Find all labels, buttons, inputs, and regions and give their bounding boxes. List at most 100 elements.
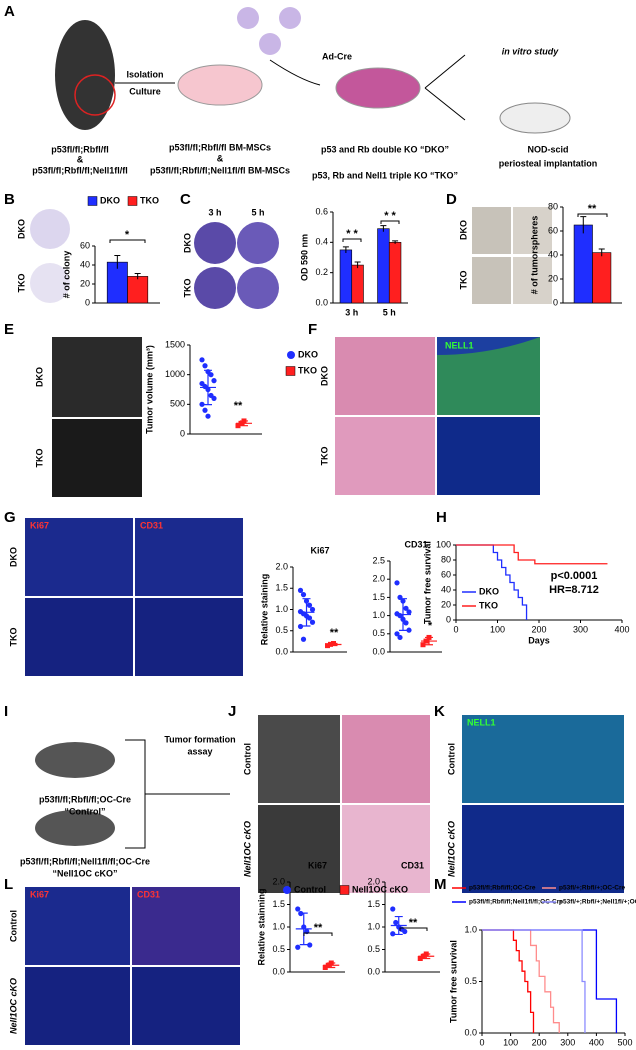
label: Control	[446, 743, 456, 775]
bar	[592, 252, 612, 304]
annotation: HR=8.712	[549, 584, 599, 596]
he-image	[342, 805, 430, 893]
annotation: **	[234, 400, 243, 412]
legend-label: DKO	[100, 195, 120, 205]
label: “Control”	[65, 806, 106, 816]
x-tick-label: 0	[453, 624, 458, 634]
he-image	[342, 715, 430, 803]
y-tick-label: 60	[80, 240, 90, 250]
point	[307, 942, 313, 948]
annotation: * *	[384, 210, 396, 222]
y-tick-label: 0	[85, 297, 90, 307]
y-tick-label: 20	[548, 273, 558, 283]
bar	[127, 276, 149, 304]
bar	[339, 249, 353, 304]
y-tick-label: 0.0	[272, 966, 285, 976]
if-image	[135, 518, 243, 596]
chart-title: CD31	[401, 860, 424, 870]
mean-sd	[298, 598, 315, 627]
survival-line	[456, 544, 528, 620]
point	[325, 643, 330, 649]
legend-swatch	[283, 886, 291, 894]
point	[403, 605, 409, 611]
survival-line	[482, 929, 586, 1033]
label: Nell1OC cKO	[242, 821, 252, 877]
label: M	[434, 876, 447, 893]
survival-line	[482, 929, 535, 1033]
y-tick-label: 1.5	[275, 583, 288, 593]
label: p53fl/fl;Rbfl/fl;Nell1fl/fl	[32, 165, 128, 175]
y-tick-label: 0.5	[272, 944, 285, 954]
legend-label: Nell1OC cKO	[352, 884, 408, 894]
point	[394, 631, 400, 637]
error-bar	[134, 273, 141, 280]
x-tick-label: 5 h	[383, 307, 396, 317]
label: D	[446, 191, 457, 208]
mean-sd	[421, 636, 437, 646]
sphere-image	[472, 257, 511, 304]
sig-bracket	[399, 927, 428, 931]
y-tick-label: 0.0	[275, 646, 288, 656]
label: p53fl/fl;Rbfl/fl BM-MSCs	[169, 142, 271, 152]
if-image	[25, 887, 130, 965]
point	[306, 615, 313, 621]
label: in vitro study	[502, 46, 559, 56]
y-axis-label: OD 590 nm	[299, 234, 309, 281]
label: E	[4, 321, 14, 338]
label: “Nell1OC cKO”	[52, 868, 117, 878]
label: CD31	[137, 889, 160, 899]
label: periosteal implantation	[499, 158, 598, 168]
label: K	[434, 703, 445, 720]
y-tick-label: 60	[548, 225, 558, 235]
point	[295, 944, 301, 950]
point	[300, 636, 307, 642]
point	[211, 395, 217, 401]
y-tick-label: 40	[548, 249, 558, 259]
label: p53, Rb and Nell1 triple KO “TKO”	[312, 170, 458, 180]
he-image	[335, 337, 435, 415]
y-tick-label: 20	[80, 278, 90, 288]
bar	[388, 242, 402, 304]
chart: 0 20 40 60 80 100 0 100 200 300 400 Tumor free surv…	[422, 539, 629, 645]
chart: 0.0 0.5 1.0 1.5 2.0 Relative stainning Ki67 ** C…	[256, 860, 408, 976]
point	[420, 642, 426, 648]
error-bar	[580, 216, 587, 234]
if-image	[437, 337, 540, 415]
legend-label: p53fl/fl;Rbfl/fl;OC-Cre	[469, 885, 536, 892]
label: G	[4, 509, 16, 526]
y-tick-label: 100	[436, 539, 451, 549]
annotation: **	[588, 203, 597, 215]
sphere-image	[513, 257, 552, 304]
error-bar	[598, 248, 605, 257]
legend-swatch	[285, 366, 296, 376]
y-tick-label: 0.6	[315, 206, 328, 216]
x-tick-label: 400	[614, 624, 629, 634]
y-tick-label: 2.0	[275, 561, 288, 571]
y-tick-label: 0.5	[367, 944, 380, 954]
mouse	[35, 742, 115, 778]
point	[390, 931, 396, 937]
x-tick-label: 200	[531, 624, 546, 634]
od-image	[237, 222, 279, 264]
label: Nell1OC cKO	[8, 978, 18, 1034]
label: Ki67	[30, 889, 49, 899]
label: DKO	[16, 219, 26, 239]
sig-bracket	[109, 239, 146, 243]
point	[397, 634, 403, 641]
point	[205, 413, 211, 419]
mouse	[55, 20, 115, 130]
label: CD31	[140, 520, 163, 530]
label: TKO	[319, 447, 329, 466]
he-image	[335, 417, 435, 495]
label: Tumor formation	[164, 734, 235, 744]
x-tick-label: 100	[503, 1037, 518, 1047]
x-tick-label: 100	[490, 624, 505, 634]
chart: 0 20 40 60 80 # of tumorspheres **	[529, 201, 622, 307]
point	[417, 956, 423, 961]
label: p53fl/fl;Rbfl/fl;Nell1fl/fl BM-MSCs	[150, 165, 290, 175]
label: &	[77, 154, 84, 164]
point	[211, 378, 217, 384]
colony-image	[30, 263, 70, 303]
arrow	[424, 54, 466, 89]
